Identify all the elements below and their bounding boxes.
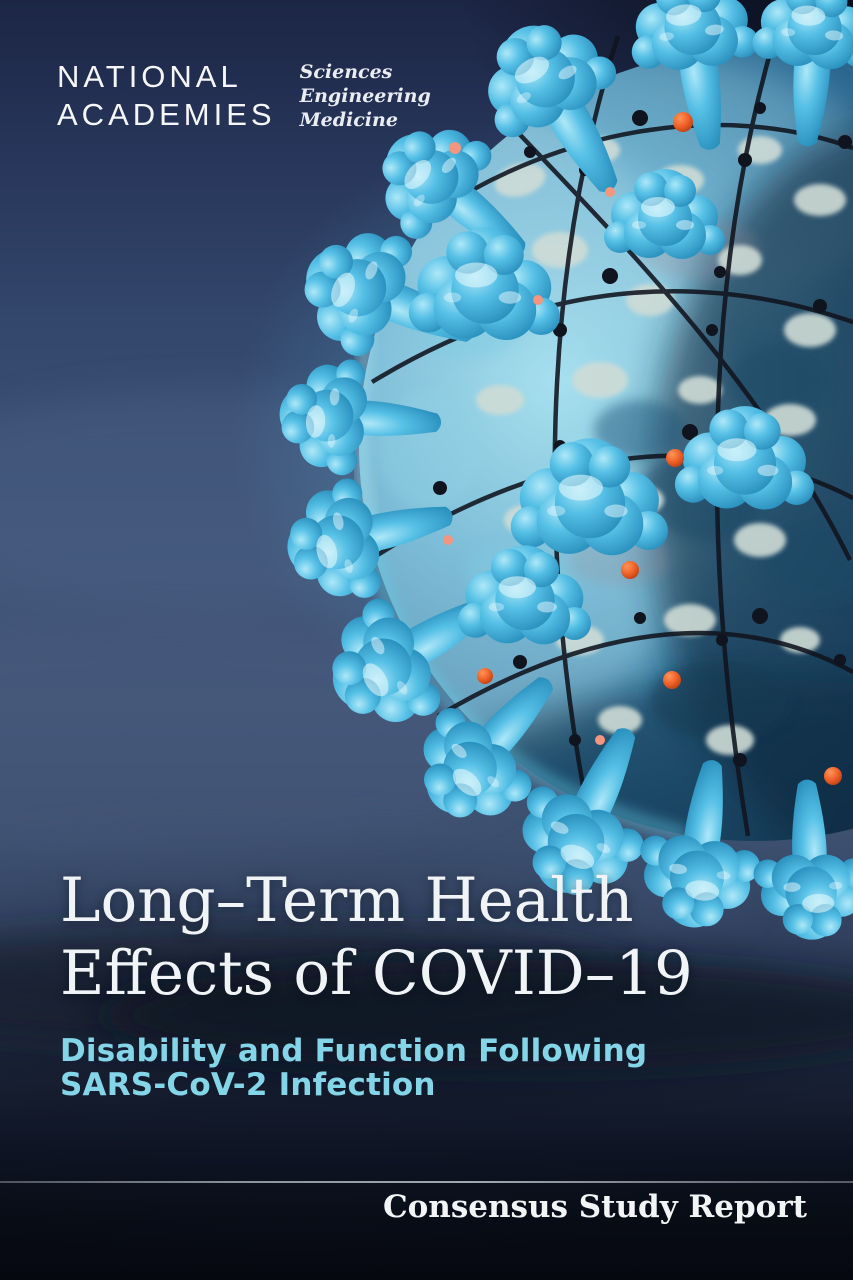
subtitle-block: Disability and Function Following SARS-C… bbox=[60, 1034, 647, 1102]
division-engineering: Engineering bbox=[299, 85, 431, 107]
logo-line-academies: ACADEMIES bbox=[57, 97, 276, 132]
book-title-line-2: Effects of COVID–19 bbox=[60, 938, 693, 1009]
virus-orange-dots bbox=[443, 112, 842, 785]
logo-line-national: NATIONAL bbox=[57, 59, 242, 94]
subtitle-line-1: Disability and Function Following bbox=[60, 1033, 648, 1069]
footer-divider-line bbox=[0, 1181, 853, 1183]
title-block: Long–Term Health Effects of COVID–19 bbox=[60, 864, 800, 1010]
logo-wordmark: NATIONAL ACADEMIES bbox=[57, 58, 276, 134]
book-title-line-1: Long–Term Health bbox=[60, 865, 634, 936]
national-academies-logo: NATIONAL ACADEMIES Sciences Engineering … bbox=[57, 58, 431, 134]
report-type-label: Consensus Study Report bbox=[382, 1189, 807, 1225]
division-sciences: Sciences bbox=[299, 61, 393, 83]
logo-divisions: Sciences Engineering Medicine bbox=[300, 60, 431, 134]
subtitle-line-2: SARS-CoV-2 Infection bbox=[60, 1067, 436, 1103]
division-medicine: Medicine bbox=[299, 109, 398, 131]
